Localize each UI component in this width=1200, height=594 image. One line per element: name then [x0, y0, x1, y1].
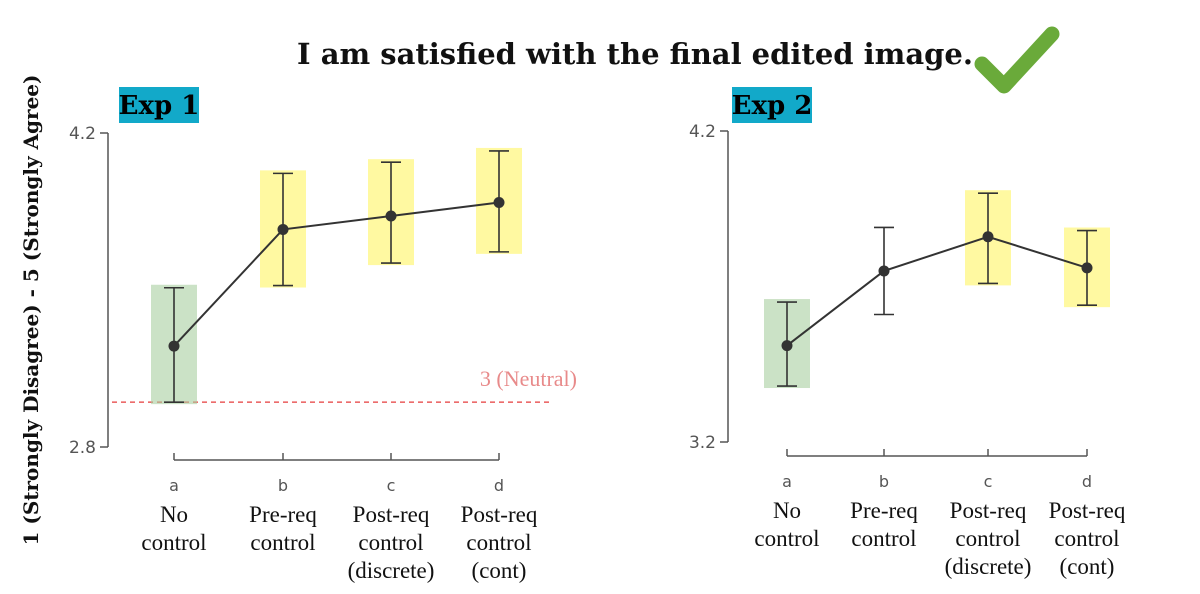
- data-point: [385, 210, 397, 222]
- category-label-line: Post-req: [1049, 498, 1126, 523]
- category-label: Post-req control (cont): [1049, 498, 1126, 579]
- panel-label: Exp 1: [119, 91, 200, 121]
- y-tick-label: 2.8: [69, 438, 96, 458]
- category-label-line: Pre-req: [249, 502, 317, 527]
- data-point: [168, 340, 180, 352]
- data-point: [781, 340, 793, 352]
- data-point: [277, 223, 289, 235]
- category-label: No control: [141, 502, 206, 555]
- panel-exp-1: Exp 1 4.2 2.8 a No control b Pre-req control c Pos…: [69, 87, 577, 583]
- data-point: [1081, 262, 1093, 274]
- category-label-line: control: [955, 526, 1020, 551]
- y-tick-label: 4.2: [69, 124, 96, 144]
- panel-badge: [119, 87, 199, 123]
- category-label-line: control: [141, 530, 206, 555]
- category-label-line: No: [160, 502, 188, 527]
- series-line: [173, 201, 500, 347]
- category-label-line: (cont): [472, 558, 527, 583]
- x-tick-label: a: [782, 472, 792, 491]
- category-label-line: Post-req: [461, 502, 538, 527]
- category-label: Pre-req control: [850, 498, 918, 551]
- category-label: Post-req control (discrete): [945, 498, 1032, 579]
- panel-badge: [732, 87, 812, 123]
- y-tick-label: 3.2: [689, 433, 716, 453]
- x-tick-label: b: [879, 472, 889, 491]
- y-tick-label: 4.2: [689, 122, 716, 142]
- x-tick-label: d: [494, 476, 504, 495]
- category-label-line: (cont): [1060, 554, 1115, 579]
- category-label: Post-req control (discrete): [348, 502, 435, 583]
- category-label-line: control: [1054, 526, 1119, 551]
- data-point: [982, 231, 994, 243]
- x-tick-label: a: [169, 476, 179, 495]
- category-label-line: (discrete): [348, 558, 435, 583]
- category-label-line: control: [851, 526, 916, 551]
- checkmark-icon: [974, 26, 1060, 94]
- panel-exp-2: Exp 2 4.2 3.2 a No control b Pre-req control c Pos…: [689, 87, 1126, 579]
- category-label-line: control: [754, 526, 819, 551]
- data-point: [493, 197, 505, 209]
- category-label-line: control: [358, 530, 423, 555]
- category-label: Post-req control (cont): [461, 502, 538, 583]
- x-tick-label: d: [1082, 472, 1092, 491]
- x-tick-label: c: [387, 476, 396, 495]
- category-label-line: No: [773, 498, 801, 523]
- chart-title: I am satisfied with the final edited ima…: [297, 37, 973, 71]
- series-line: [786, 235, 1088, 347]
- panel-label: Exp 2: [732, 91, 813, 121]
- category-label-line: Post-req: [353, 502, 430, 527]
- category-label: Pre-req control: [249, 502, 317, 555]
- y-axis-label: 1 (Strongly Disagree) - 5 (Strongly Agre…: [19, 75, 43, 546]
- category-label-line: Post-req: [950, 498, 1027, 523]
- data-point: [878, 265, 890, 277]
- category-label-line: (discrete): [945, 554, 1032, 579]
- x-tick-label: b: [278, 476, 288, 495]
- neutral-reference-label: 3 (Neutral): [480, 366, 577, 391]
- category-label-line: control: [466, 530, 531, 555]
- category-label: No control: [754, 498, 819, 551]
- x-tick-label: c: [984, 472, 993, 491]
- category-label-line: Pre-req: [850, 498, 918, 523]
- category-label-line: control: [250, 530, 315, 555]
